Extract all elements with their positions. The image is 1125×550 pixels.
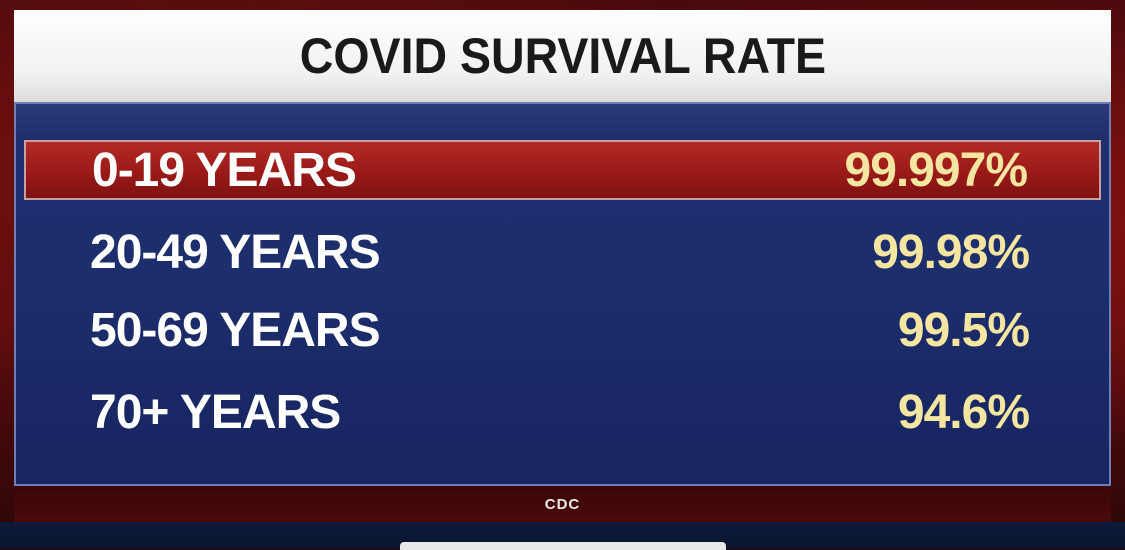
panel-header-band: [16, 104, 1109, 140]
source-caption: CDC: [14, 486, 1111, 522]
table-row-20-49: 20-49 YEARS 99.98%: [24, 222, 1101, 282]
survival-rate-value: 94.6%: [897, 385, 1030, 439]
survival-rate-value: 99.98%: [872, 225, 1030, 279]
age-group-label: 50-69 YEARS: [90, 303, 381, 357]
source-label: CDC: [544, 495, 581, 513]
home-indicator: [400, 542, 726, 550]
table-row-50-69: 50-69 YEARS 99.5%: [24, 300, 1101, 360]
title-bar: COVID SURVIVAL RATE: [14, 10, 1111, 102]
graphic-title: COVID SURVIVAL RATE: [299, 28, 826, 84]
age-group-label: 0-19 YEARS: [92, 143, 357, 197]
survival-rate-value: 99.997%: [844, 143, 1028, 197]
survival-rate-value: 99.5%: [897, 303, 1030, 357]
table-row-0-19: 0-19 YEARS 99.997%: [24, 140, 1101, 200]
survival-rate-table: 0-19 YEARS 99.997% 20-49 YEARS 99.98% 50…: [14, 102, 1111, 486]
table-row-70-plus: 70+ YEARS 94.6%: [24, 382, 1101, 442]
age-group-label: 70+ YEARS: [90, 385, 341, 439]
age-group-label: 20-49 YEARS: [90, 225, 381, 279]
